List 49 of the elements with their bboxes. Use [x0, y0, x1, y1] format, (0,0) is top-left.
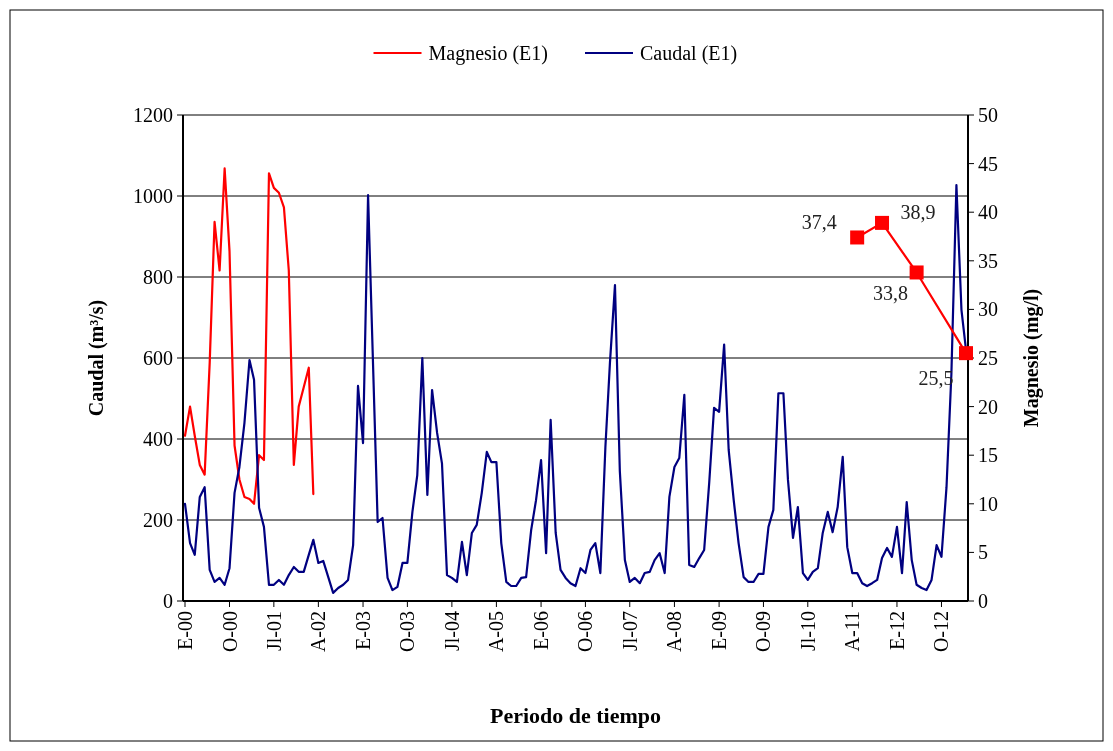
x-tick-label: Jl-10 — [796, 611, 819, 651]
y2-tick-label: 40 — [978, 201, 998, 224]
y-axis-title: Caudal (m³/s) — [85, 299, 108, 417]
x-tick-label: Jl-01 — [262, 611, 285, 651]
x-tick-label: O-12 — [930, 611, 953, 653]
data-label: 33,8 — [873, 282, 909, 305]
x-tick-label: E-03 — [352, 611, 375, 650]
legend-label: Caudal (E1) — [640, 42, 738, 65]
y-tick-label: 200 — [143, 509, 173, 531]
y-tick-label: 1200 — [133, 104, 173, 126]
x-tick-label: E-09 — [708, 611, 731, 650]
x-tick-label: Jl-04 — [440, 611, 463, 651]
y2-tick-label: 35 — [978, 249, 998, 272]
y2-tick-label: 45 — [978, 152, 998, 175]
y-tick-label: 400 — [143, 428, 173, 450]
x-tick-label: E-12 — [885, 611, 908, 650]
x-tick-label: O-00 — [218, 611, 241, 653]
line-series — [183, 167, 315, 505]
y2-tick-label: 0 — [978, 590, 988, 612]
y2-tick-label: 20 — [978, 395, 998, 418]
x-tick-label: A-05 — [485, 611, 508, 653]
point — [959, 346, 973, 361]
x-tick-label: O-09 — [752, 611, 775, 653]
y-tick-label: 800 — [143, 266, 173, 288]
y2-tick-label: 25 — [978, 347, 998, 369]
y-tick-label: 600 — [143, 347, 173, 369]
x-tick-label: A-08 — [663, 611, 686, 653]
y2-tick-label: 30 — [978, 298, 998, 321]
y2-tick-label: 5 — [978, 541, 988, 564]
x-tick-label: A-02 — [307, 611, 330, 653]
point — [875, 215, 890, 230]
y-tick-label: 0 — [163, 590, 173, 612]
x-tick-label: E-06 — [530, 611, 553, 650]
legend-label: Magnesio (E1) — [428, 42, 548, 65]
x-tick-label: O-03 — [396, 611, 419, 653]
x-tick-label: E-00 — [174, 611, 196, 650]
y2-axis-title: Magnesio (mg/l) — [1020, 288, 1043, 428]
x-tick-label: A-11 — [841, 611, 864, 652]
y-tick-label: 1000 — [133, 185, 173, 207]
point — [850, 230, 865, 245]
x-tick-label: Jl-07 — [618, 611, 641, 651]
y2-tick-label: 10 — [978, 492, 998, 515]
y2-tick-label: 50 — [978, 104, 998, 126]
data-label: 37,4 — [801, 211, 837, 234]
data-label: 38,9 — [900, 200, 936, 223]
y2-tick-label: 15 — [978, 444, 998, 467]
point — [909, 265, 924, 280]
x-axis-title: Periodo de tiempo — [489, 703, 662, 728]
x-tick-label: O-06 — [574, 611, 597, 653]
